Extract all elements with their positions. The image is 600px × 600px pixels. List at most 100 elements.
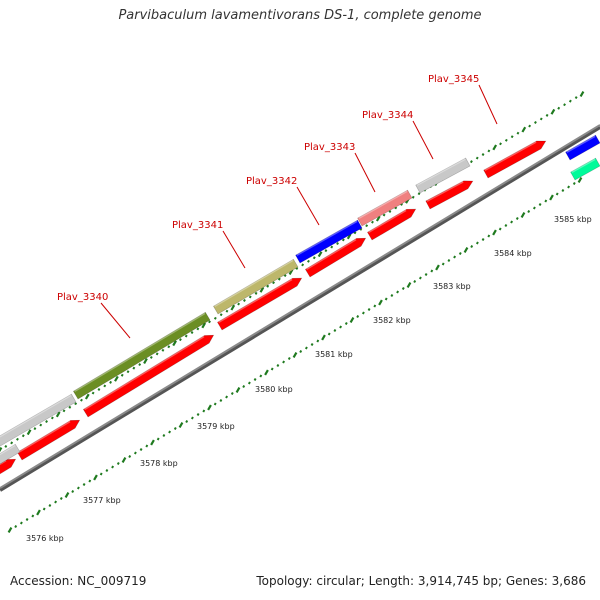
outer-tick [330, 245, 334, 249]
inner-tick [527, 210, 531, 213]
outer-tick [230, 304, 236, 311]
inner-tick [310, 343, 314, 346]
gene-label-0[interactable]: Plav_3340 [57, 292, 108, 303]
feature-bar-7 [565, 134, 600, 161]
outer-tick [155, 352, 159, 356]
map-title: Parvibaculum lavamentivorans DS-1, compl… [118, 8, 482, 23]
cds-arrow-0 [0, 458, 17, 475]
inner-tick [356, 315, 360, 318]
outer-tick [114, 375, 119, 382]
inner-tick [504, 224, 508, 227]
outer-tick [375, 215, 381, 222]
accession-label: Accession: NC_009719 [10, 574, 147, 588]
inner-tick [406, 282, 412, 288]
outer-tick [563, 103, 566, 107]
gene-callout-line-0 [100, 302, 131, 339]
inner-tick [88, 479, 92, 483]
inner-tick [572, 182, 576, 185]
outer-tick [178, 338, 182, 342]
outer-tick [10, 441, 14, 445]
inner-tick [487, 234, 491, 238]
gene-callouts: Plav_3340 Plav_3341 Plav_3342 Plav_3343 Plav… [57, 74, 498, 339]
outer-tick [120, 373, 124, 377]
cds-arrow-7 [483, 140, 547, 179]
kbp-label: 3579 kbp [197, 422, 235, 431]
cds-arrow-5-shine [368, 209, 407, 234]
outer-tick [109, 380, 113, 384]
inner-tick [145, 444, 149, 448]
inner-tick [413, 280, 417, 283]
outer-tick [21, 434, 25, 438]
outer-tick [208, 320, 211, 324]
inner-tick [162, 434, 166, 437]
outer-tick [353, 231, 357, 235]
inner-tick [492, 229, 497, 236]
outer-tick [4, 444, 8, 448]
inner-tick [549, 194, 554, 201]
outer-tick [196, 327, 200, 331]
inner-tick [515, 217, 519, 220]
inner-tick [230, 392, 234, 395]
feature-track [0, 134, 600, 465]
inner-tick [396, 290, 400, 294]
inner-tick [14, 525, 18, 528]
outer-tick [225, 309, 229, 313]
feature-bar-3 [295, 219, 363, 264]
outer-tick [259, 286, 265, 293]
outer-tick [521, 126, 527, 133]
outer-tick [248, 295, 252, 299]
inner-tick [99, 472, 103, 476]
outer-tick [243, 299, 246, 302]
outer-tick [50, 416, 54, 420]
feature-bar-left-shine [0, 444, 16, 456]
cds-arrow-4-shine [306, 238, 357, 271]
inner-tick [71, 490, 75, 493]
inner-tick [128, 455, 132, 458]
feature-bar-8 [570, 157, 600, 181]
outer-tick [172, 340, 177, 347]
inner-tick [156, 437, 160, 441]
outer-tick [579, 91, 585, 97]
gene-label-4[interactable]: Plav_3344 [362, 110, 413, 121]
kbp-label: 3585 kbp [554, 215, 592, 224]
inner-tick [430, 269, 434, 273]
gene-label-2[interactable]: Plav_3342 [246, 176, 297, 187]
outer-tick [301, 263, 305, 267]
cds-arrow-2 [82, 334, 215, 418]
feature-bar-8-shine [571, 158, 596, 173]
gene-label-5[interactable]: Plav_3345 [428, 74, 479, 85]
inner-tick [150, 439, 155, 446]
outer-tick [190, 331, 194, 334]
inner-tick [418, 276, 422, 280]
inner-tick [59, 497, 63, 500]
outer-tick [469, 160, 473, 164]
inner-tick [225, 395, 229, 399]
inner-tick [333, 329, 337, 332]
gene-label-1[interactable]: Plav_3341 [172, 220, 223, 231]
gene-label-3[interactable]: Plav_3343 [304, 142, 355, 153]
outer-tick [33, 427, 37, 431]
inner-tick [470, 245, 474, 248]
outer-tick [84, 393, 90, 400]
outer-tick [568, 99, 572, 103]
kbp-label: 3577 kbp [83, 496, 121, 505]
inner-tick [401, 287, 405, 290]
gene-callout-line-3 [354, 152, 376, 193]
backbone [0, 124, 600, 492]
outer-tick [394, 206, 398, 210]
cds-arrow-3 [217, 277, 303, 331]
outer-tick [219, 313, 223, 317]
cds-arrow-2-shine [84, 335, 205, 411]
outer-tick [516, 131, 520, 135]
inner-tick [253, 378, 257, 381]
inner-tick [116, 462, 120, 465]
outer-tick [91, 391, 95, 395]
inner-tick [219, 399, 223, 402]
inner-tick [64, 492, 70, 498]
inner-tick [327, 332, 331, 336]
feature-bar-0 [0, 393, 77, 447]
cds-arrow-1-shine [18, 420, 71, 454]
inner-tick [304, 346, 308, 350]
outer-tick [213, 316, 217, 320]
outer-tick [336, 242, 339, 245]
